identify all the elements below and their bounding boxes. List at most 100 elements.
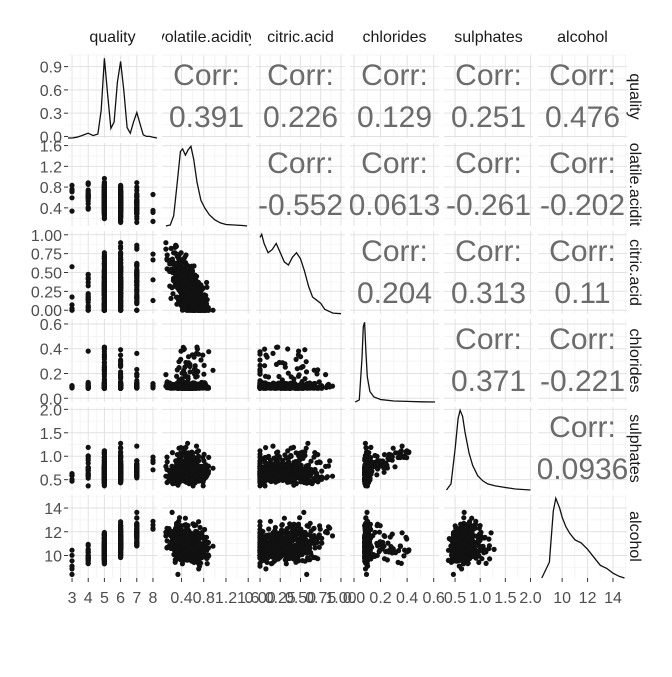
scatter-point — [69, 471, 74, 476]
scatter-point — [196, 454, 201, 459]
scatter-point — [167, 469, 172, 474]
scatter-point — [293, 381, 298, 386]
scatter-point — [118, 359, 123, 364]
scatter-point — [102, 384, 107, 389]
scatter-point — [150, 252, 155, 257]
scatter-point — [134, 462, 139, 467]
panel-background — [162, 143, 251, 226]
scatter-point — [69, 209, 74, 214]
scatter-point — [134, 192, 139, 197]
scatter-point — [150, 455, 155, 460]
scatter-point — [102, 367, 107, 372]
scatter-point — [175, 254, 180, 259]
scatter-point — [194, 444, 199, 449]
scatter-point — [180, 385, 185, 390]
scatter-point — [86, 272, 91, 277]
scatter-point — [134, 269, 139, 274]
scatter-point — [304, 369, 309, 374]
scatter-point — [204, 280, 209, 285]
scatter-point — [102, 303, 107, 308]
scatter-point — [180, 280, 185, 285]
scatter-point — [175, 367, 180, 372]
scatter-point — [197, 289, 202, 294]
scatter-point — [190, 477, 195, 482]
scatter-point — [134, 200, 139, 205]
scatter-point — [204, 285, 209, 290]
scatter-point — [165, 459, 170, 464]
scatter-point — [174, 281, 179, 286]
scatter-point — [86, 196, 91, 201]
scatter-point — [150, 460, 155, 465]
scatter-point — [134, 308, 139, 313]
scatter-point — [167, 261, 172, 266]
scatter-point — [297, 372, 302, 377]
scatter-point — [210, 368, 215, 373]
scatter-point — [134, 300, 139, 305]
panel-0-0 — [68, 55, 157, 138]
scatter-point — [167, 385, 172, 390]
scatter-point — [150, 257, 155, 262]
scatter-point — [150, 277, 155, 282]
scatter-point — [203, 293, 208, 298]
scatter-point — [69, 477, 74, 482]
scatter-point — [202, 383, 207, 388]
scatter-point — [294, 357, 299, 362]
scatter-point — [167, 269, 172, 274]
scatter-point — [302, 376, 307, 381]
scatter-point — [177, 287, 182, 292]
panel-3-3 — [350, 319, 439, 402]
scatter-point — [274, 362, 279, 367]
scatter-point — [118, 271, 123, 276]
scatter-point — [118, 446, 123, 451]
scatter-point — [184, 384, 189, 389]
scatter-point — [171, 480, 176, 485]
scatter-point — [134, 372, 139, 377]
scatter-point — [134, 188, 139, 193]
scatter-point — [102, 452, 107, 457]
scatter-point — [118, 347, 123, 352]
scatter-point — [279, 384, 284, 389]
scatter-point — [206, 455, 211, 460]
panel-1-1 — [162, 143, 251, 226]
scatter-point — [186, 354, 191, 359]
scatter-point — [315, 367, 320, 372]
scatter-point — [102, 463, 107, 468]
scatter-point — [187, 362, 192, 367]
scatter-point — [192, 367, 197, 372]
scatter-point — [192, 303, 197, 308]
scatter-point — [102, 363, 107, 368]
scatter-point — [261, 383, 266, 388]
scatter-point — [285, 385, 290, 390]
scatter-point — [202, 466, 207, 471]
scatter-point — [102, 263, 107, 268]
scatter-point — [86, 483, 91, 488]
panel-3-0 — [68, 319, 157, 402]
scatter-point — [185, 441, 190, 446]
scatter-point — [86, 181, 91, 186]
scatter-point — [86, 291, 91, 296]
scatter-point — [118, 382, 123, 387]
scatter-point — [69, 385, 74, 390]
scatter-point — [163, 240, 168, 245]
scatter-point — [304, 359, 309, 364]
scatter-point — [102, 254, 107, 259]
scatter-point — [313, 384, 318, 389]
scatter-point — [86, 187, 91, 192]
scatter-point — [196, 448, 201, 453]
scatter-point — [196, 280, 201, 285]
scatter-point — [118, 353, 123, 358]
scatter-point — [134, 444, 139, 449]
scatter-point — [257, 363, 262, 368]
scatter-point — [257, 357, 262, 362]
scatter-point — [195, 347, 200, 352]
scatter-point — [118, 304, 123, 309]
scatter-point — [118, 200, 123, 205]
scatter-point — [69, 195, 74, 200]
scatter-point — [257, 352, 262, 357]
scatter-point — [182, 446, 187, 451]
scatter-point — [274, 345, 279, 350]
scatter-point — [118, 184, 123, 189]
panel-2-0 — [68, 231, 157, 314]
scatter-point — [177, 464, 182, 469]
